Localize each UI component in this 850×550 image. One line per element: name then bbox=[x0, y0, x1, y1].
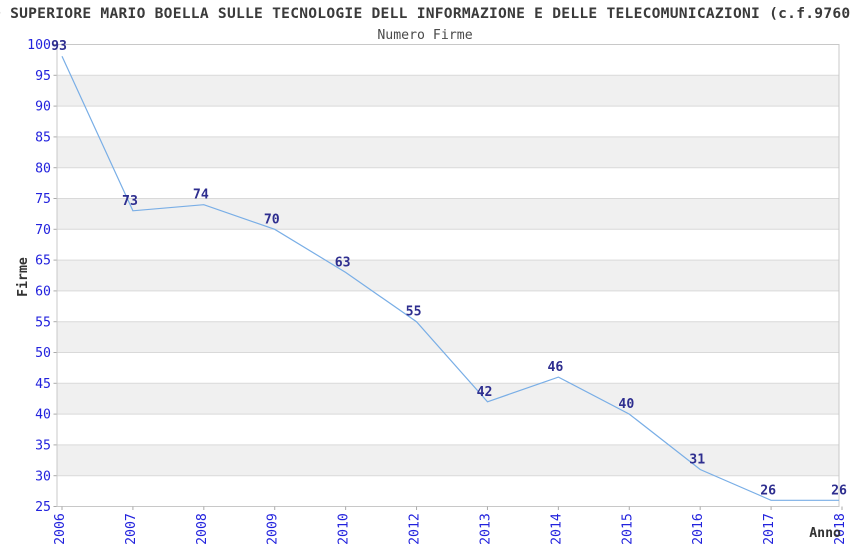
y-tick-label: 35 bbox=[35, 439, 51, 454]
point-label: 93 bbox=[51, 39, 67, 54]
series-line bbox=[61, 55, 839, 501]
y-tick-label: 80 bbox=[35, 161, 51, 176]
y-axis-title: Firme bbox=[15, 257, 31, 297]
y-tick-label: 60 bbox=[35, 285, 51, 300]
alt-band bbox=[57, 136, 839, 168]
y-tick-label: 95 bbox=[35, 69, 51, 84]
y-tick-label: 75 bbox=[35, 192, 51, 207]
y-tick-label: 40 bbox=[35, 408, 51, 423]
y-tick-label: 55 bbox=[35, 315, 51, 330]
point-label: 26 bbox=[760, 483, 776, 498]
point-label: 63 bbox=[335, 255, 351, 270]
x-tick-label: 2015 bbox=[620, 513, 635, 545]
point-label: 40 bbox=[618, 397, 634, 412]
y-tick-label: 50 bbox=[35, 346, 51, 361]
alt-band bbox=[57, 383, 839, 415]
point-label: 26 bbox=[831, 483, 847, 498]
alt-band bbox=[57, 198, 839, 230]
alt-band bbox=[57, 75, 839, 107]
point-label: 74 bbox=[193, 188, 209, 203]
x-tick-label: 2009 bbox=[266, 513, 281, 545]
y-tick-label: 85 bbox=[35, 131, 51, 146]
y-tick-label: 90 bbox=[35, 100, 51, 115]
point-label: 46 bbox=[547, 360, 563, 375]
y-tick-label: 25 bbox=[35, 500, 51, 515]
x-axis-title: Anno bbox=[809, 526, 841, 541]
y-tick-label: 100 bbox=[27, 38, 51, 53]
x-tick-label: 2008 bbox=[195, 513, 210, 545]
x-tick-label: 2018 bbox=[833, 513, 848, 545]
point-label: 55 bbox=[406, 305, 422, 320]
y-tick-label: 45 bbox=[35, 377, 51, 392]
alt-band bbox=[57, 260, 839, 291]
point-label: 31 bbox=[689, 453, 705, 468]
point-label: 70 bbox=[264, 212, 280, 227]
x-tick-label: 2007 bbox=[124, 513, 139, 545]
x-tick-label: 2010 bbox=[337, 513, 352, 545]
y-tick-label: 70 bbox=[35, 223, 51, 238]
chart-title: O SUPERIORE MARIO BOELLA SULLE TECNOLOGI… bbox=[0, 5, 850, 22]
plot-border bbox=[56, 44, 840, 507]
point-label: 42 bbox=[477, 385, 493, 400]
x-tick-label: 2006 bbox=[53, 513, 68, 545]
alt-band bbox=[57, 321, 839, 353]
x-tick-label: 2016 bbox=[691, 513, 706, 545]
y-tick-label: 65 bbox=[35, 254, 51, 269]
x-tick-label: 2014 bbox=[549, 513, 564, 545]
x-tick-label: 2012 bbox=[408, 513, 423, 545]
point-label: 73 bbox=[122, 194, 138, 209]
x-tick-label: 2013 bbox=[478, 513, 493, 545]
x-tick-label: 2017 bbox=[762, 513, 777, 545]
y-tick-label: 30 bbox=[35, 469, 51, 484]
chart-subtitle: Numero Firme bbox=[377, 28, 473, 43]
alt-band bbox=[57, 444, 839, 476]
